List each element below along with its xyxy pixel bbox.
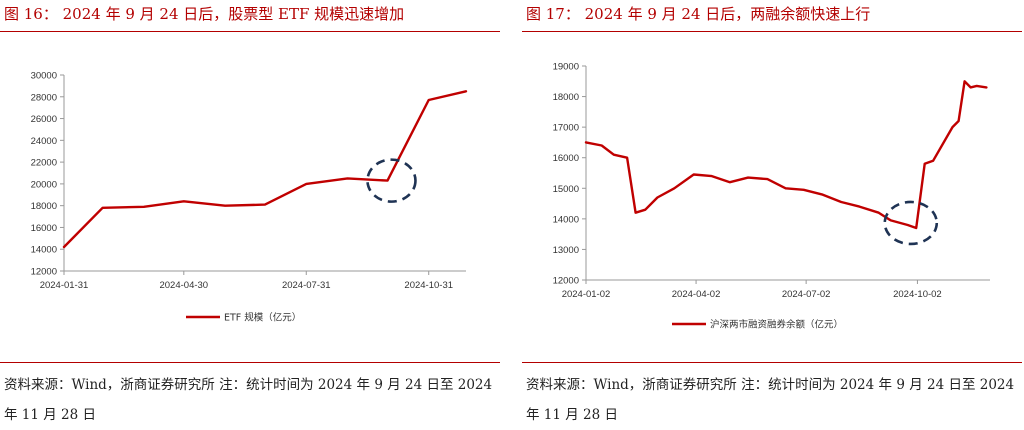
series-line	[62, 90, 468, 249]
x-tick-label: 2024-01-31	[40, 280, 89, 291]
y-tick-label: 12000	[31, 267, 57, 278]
y-tick-label: 18000	[31, 201, 57, 212]
series-line	[584, 80, 988, 230]
y-tick-label: 26000	[31, 114, 57, 125]
x-tick-label: 2024-07-02	[782, 289, 831, 300]
y-tick-label: 20000	[31, 179, 57, 190]
figure-16-top-rule	[0, 31, 500, 32]
x-tick-label: 2024-10-02	[893, 289, 942, 300]
figure-16-panel: 图 16： 2024 年 9 月 24 日后，股票型 ETF 规模迅速增加 12…	[0, 0, 502, 423]
x-tick-label: 2024-01-02	[562, 289, 611, 300]
legend-label: 沪深两市融资融券余额（亿元）	[710, 319, 843, 331]
y-tick-label: 19000	[553, 62, 579, 73]
y-tick-label: 14000	[553, 214, 579, 225]
figure-17-top-rule	[522, 31, 1022, 32]
y-tick-label: 16000	[31, 223, 57, 234]
x-tick-label: 2024-04-30	[159, 280, 208, 291]
y-tick-label: 30000	[31, 71, 57, 82]
figure-17-title: 图 17： 2024 年 9 月 24 日后，两融余额快速上行	[526, 5, 871, 23]
y-tick-label: 17000	[553, 123, 579, 134]
figure-17-panel: 图 17： 2024 年 9 月 24 日后，两融余额快速上行 12000 130…	[522, 0, 1024, 423]
highlight-circle	[366, 158, 417, 203]
x-tick-label: 2024-04-02	[672, 289, 721, 300]
y-tick-label: 22000	[31, 158, 57, 169]
y-tick-label: 12000	[553, 276, 579, 287]
figure-17-bottom-rule	[522, 362, 1022, 363]
highlight-circle	[883, 200, 939, 246]
y-tick-label: 15000	[553, 184, 579, 195]
figure-17-source-note: 资料来源：Wind，浙商证券研究所 注：统计时间为 2024 年 9 月 24 …	[526, 377, 1015, 423]
y-tick-label: 13000	[553, 245, 579, 256]
y-tick-label: 18000	[553, 92, 579, 103]
figure-16-source-note: 资料来源：Wind，浙商证券研究所 注：统计时间为 2024 年 9 月 24 …	[4, 377, 493, 423]
margin-balance-chart: 12000 13000 14000 15000 16000 17000 18000 19000…	[553, 62, 990, 331]
y-tick-label: 24000	[31, 136, 57, 147]
y-tick-label: 28000	[31, 92, 57, 103]
y-tick-label: 14000	[31, 245, 57, 256]
figure-16-bottom-rule	[0, 362, 500, 363]
y-tick-label: 16000	[553, 153, 579, 164]
x-tick-label: 2024-07-31	[282, 280, 331, 291]
figure-16-title: 图 16： 2024 年 9 月 24 日后，股票型 ETF 规模迅速增加	[4, 5, 405, 23]
legend-label: ETF 规模（亿元）	[224, 312, 301, 324]
x-tick-label: 2024-10-31	[404, 280, 453, 291]
etf-scale-chart: 12000 14000 16000 18000 20000 22000 24000 26000…	[31, 71, 468, 324]
